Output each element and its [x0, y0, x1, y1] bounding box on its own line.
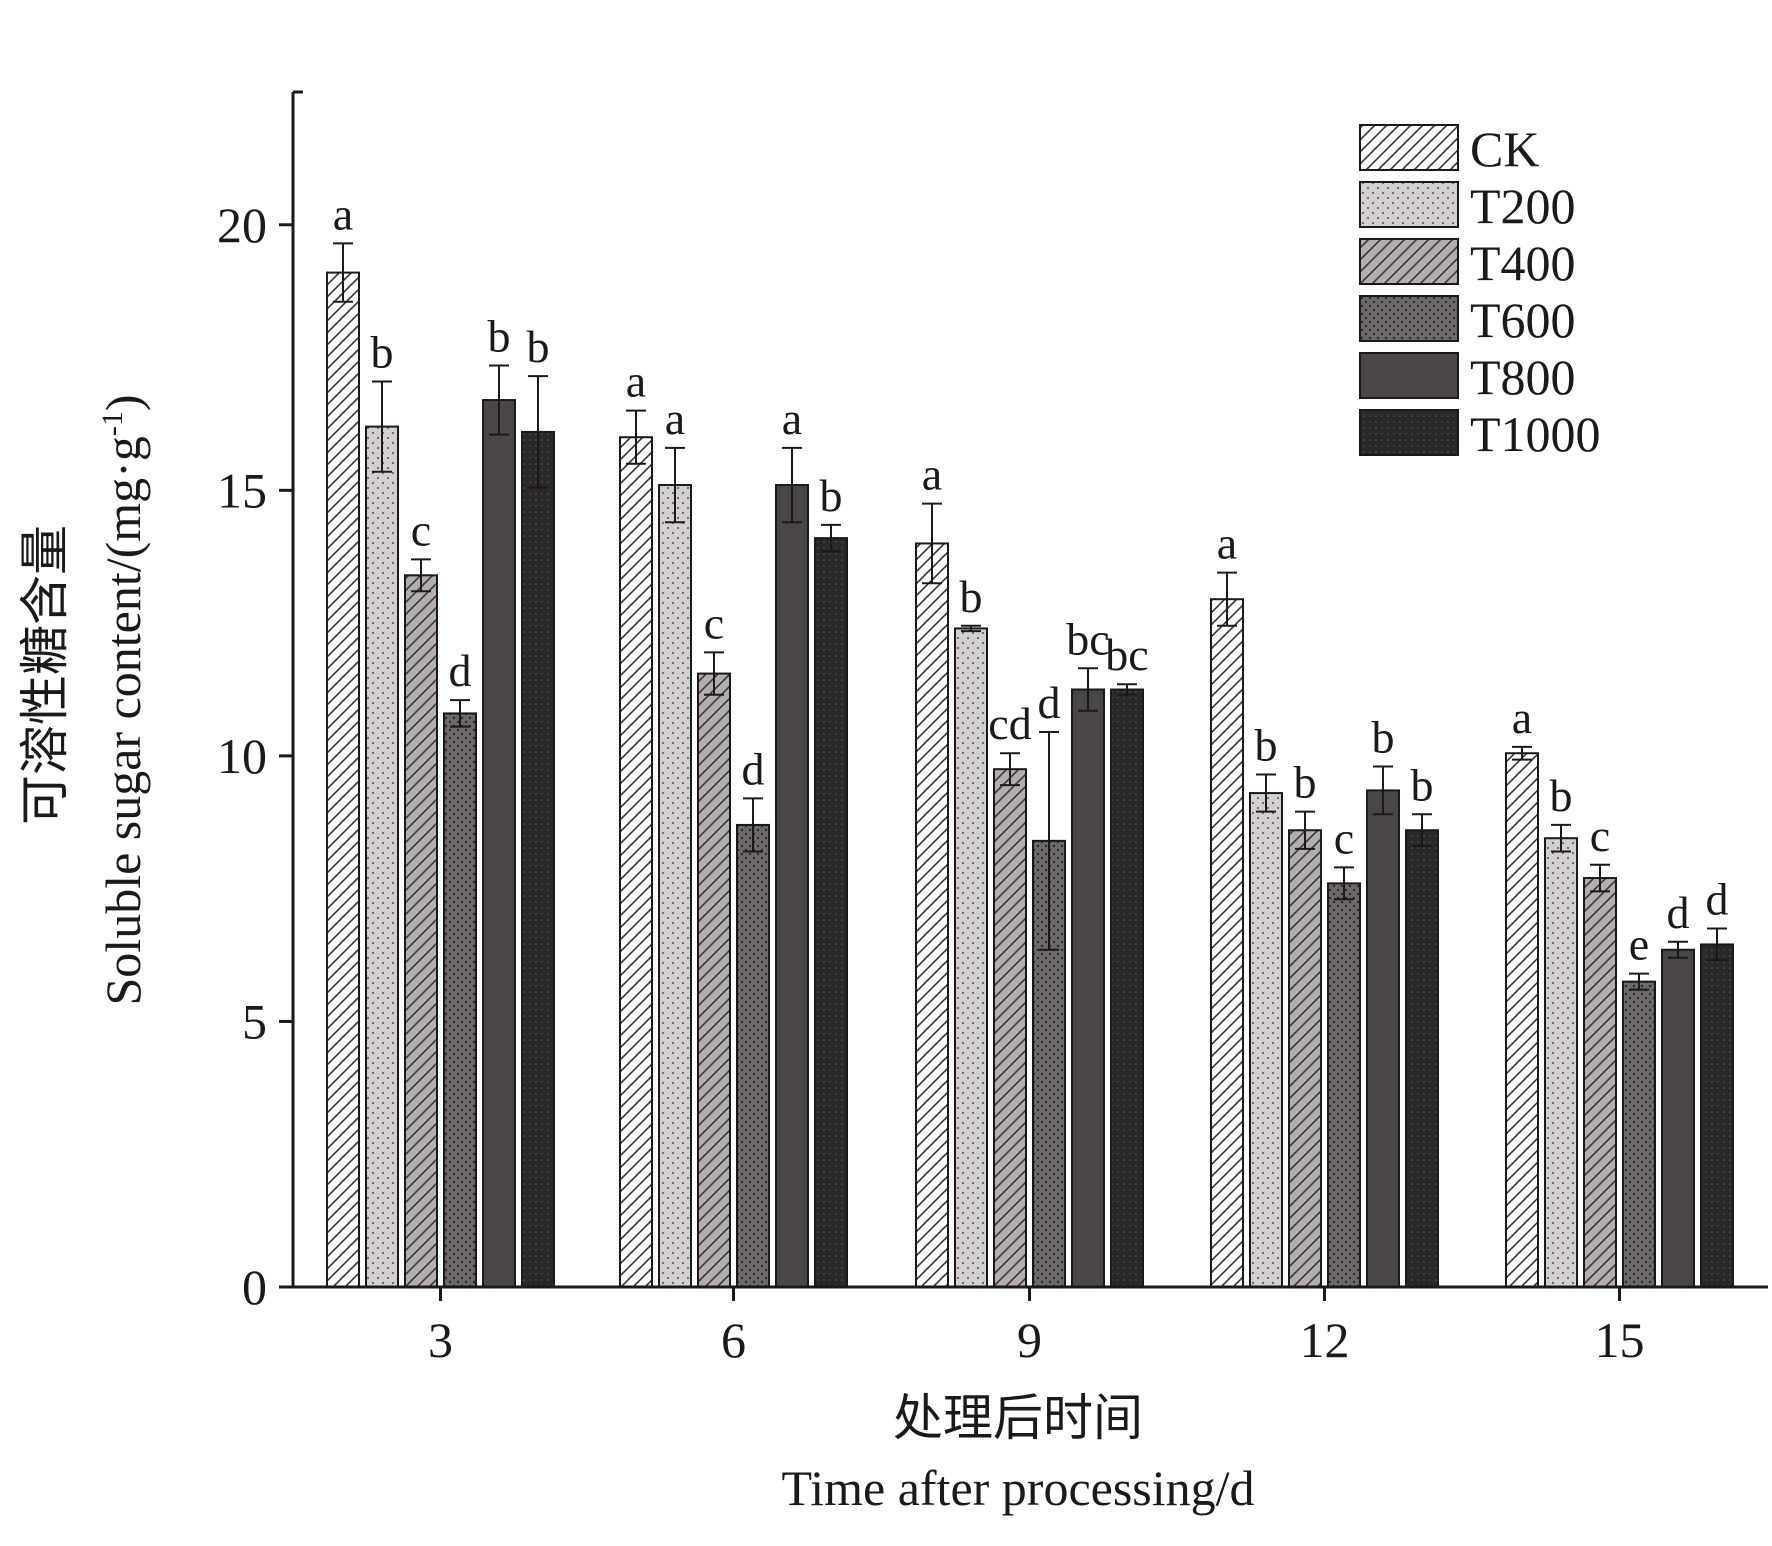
- bar-T800-6: [775, 484, 809, 1288]
- bar-T800-12: [1366, 789, 1400, 1289]
- y-tick-label-0: 0: [242, 1259, 267, 1315]
- sig-letter-T200-12: b: [1255, 719, 1278, 770]
- sig-letter-T800-9: bc: [1066, 613, 1109, 664]
- sig-letter-T400-3: c: [411, 504, 431, 555]
- bar-T1000-6: [814, 537, 848, 1288]
- sig-letter-T600-15: e: [1629, 919, 1649, 970]
- legend-label-CK: CK: [1470, 121, 1539, 177]
- sig-letter-T800-6: a: [782, 393, 802, 444]
- bar-T1000-15: [1700, 943, 1734, 1289]
- legend-label-T400: T400: [1470, 235, 1576, 291]
- y-axis-title-cn: 可溶性糖含量: [17, 525, 73, 825]
- bar-T400-6: [697, 672, 731, 1288]
- sig-letter-T400-12: b: [1294, 757, 1317, 808]
- sig-letter-T200-3: b: [371, 326, 394, 377]
- x-tick-label-6: 6: [721, 1312, 746, 1368]
- sig-letter-T600-12: c: [1334, 812, 1354, 863]
- legend-swatch-T600: [1359, 295, 1459, 342]
- legend-swatch-T800: [1359, 352, 1459, 399]
- sig-letter-T1000-12: b: [1411, 759, 1434, 810]
- legend-swatch-CK: [1359, 124, 1459, 171]
- sig-letter-T600-9: d: [1038, 677, 1061, 728]
- sig-letter-T1000-15: d: [1706, 874, 1729, 925]
- y-tick-label-10: 10: [217, 728, 267, 784]
- x-tick-label-9: 9: [1017, 1312, 1042, 1368]
- y-ticks: 0 5 10 15 20: [217, 90, 303, 1315]
- y-tick-label-5: 5: [242, 993, 267, 1049]
- bar-T800-15: [1661, 948, 1695, 1288]
- bars-layer: [326, 271, 1734, 1289]
- legend-swatch-T400: [1359, 238, 1459, 285]
- x-tick-label-12: 12: [1300, 1312, 1350, 1368]
- bar-CK-3: [326, 271, 360, 1289]
- sig-letter-T600-6: d: [742, 743, 765, 794]
- error-bars-layer: [333, 242, 1727, 991]
- bar-T200-6: [658, 484, 692, 1288]
- bar-T200-9: [954, 627, 988, 1288]
- bar-CK-9: [915, 542, 949, 1288]
- x-ticks: 3 6 9 12 15: [428, 1287, 1645, 1368]
- sig-letter-T400-9: cd: [988, 698, 1031, 749]
- y-axis-title-main: Soluble sugar content/(mg·g: [95, 436, 151, 1005]
- x-axis-title: Time after processing/d: [781, 1460, 1254, 1516]
- sig-letter-CK-6: a: [626, 356, 646, 407]
- bar-T200-15: [1544, 837, 1578, 1288]
- legend-swatch-T200: [1359, 181, 1459, 228]
- bar-T200-3: [365, 425, 399, 1289]
- sig-letter-T200-15: b: [1550, 770, 1573, 821]
- bar-T600-6: [736, 823, 770, 1289]
- y-tick-label-20: 20: [217, 197, 267, 253]
- legend-label-T1000: T1000: [1470, 406, 1601, 462]
- sig-letter-CK-9: a: [922, 449, 942, 500]
- bar-T1000-3: [521, 430, 555, 1288]
- bar-T1000-9: [1110, 688, 1144, 1288]
- sig-letter-T1000-6: b: [820, 470, 843, 521]
- bar-T1000-12: [1405, 829, 1439, 1288]
- bar-T400-9: [993, 768, 1027, 1288]
- sig-letter-T800-12: b: [1372, 712, 1395, 763]
- sig-letter-T600-3: d: [449, 645, 472, 696]
- sig-letter-T800-15: d: [1667, 887, 1690, 938]
- bar-CK-15: [1505, 752, 1539, 1288]
- y-tick-label-15: 15: [217, 462, 267, 518]
- bar-T400-12: [1288, 829, 1322, 1288]
- legend-label-T600: T600: [1470, 292, 1576, 348]
- sig-letter-T1000-9: bc: [1105, 629, 1148, 680]
- x-axis-title-cn: 处理后时间: [893, 1390, 1143, 1446]
- sig-letter-T200-9: b: [960, 571, 983, 622]
- sig-letter-CK-15: a: [1512, 692, 1532, 743]
- bar-T600-12: [1327, 882, 1361, 1288]
- bar-T200-12: [1249, 792, 1283, 1288]
- sig-letter-T800-3: b: [488, 311, 511, 362]
- sig-letter-T400-6: c: [704, 597, 724, 648]
- bar-T600-3: [443, 712, 477, 1288]
- y-axis-title: Soluble sugar content/(mg·g-1): [95, 395, 151, 1006]
- sig-letter-CK-3: a: [333, 188, 353, 239]
- sig-letter-T200-6: a: [665, 393, 685, 444]
- y-axis-title-close: ): [95, 395, 151, 412]
- legend-swatch-T1000: [1359, 409, 1459, 456]
- legend-label-T800: T800: [1470, 349, 1576, 405]
- y-axis-title-superscript: -1: [96, 411, 129, 436]
- sig-letter-T1000-3: b: [527, 321, 550, 372]
- bar-CK-6: [619, 436, 653, 1288]
- bar-T600-15: [1622, 980, 1656, 1288]
- sig-letter-CK-12: a: [1217, 518, 1237, 569]
- bar-T400-3: [404, 574, 438, 1288]
- legend-label-T200: T200: [1470, 178, 1576, 234]
- bar-T800-9: [1071, 688, 1105, 1288]
- sig-letter-T400-15: c: [1590, 810, 1610, 861]
- bar-T400-15: [1583, 877, 1617, 1288]
- bar-CK-12: [1210, 598, 1244, 1288]
- bar-T800-3: [482, 399, 516, 1288]
- x-tick-label-15: 15: [1595, 1312, 1645, 1368]
- x-tick-label-3: 3: [428, 1312, 453, 1368]
